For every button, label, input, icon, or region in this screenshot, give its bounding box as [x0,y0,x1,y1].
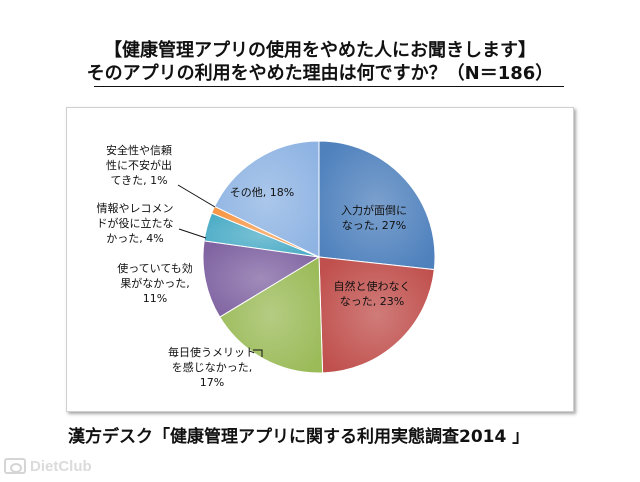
watermark: DietClub [4,455,92,477]
slice-label-line: 情報やレコメン [97,202,174,215]
slice-label-line: を感じなかった, [172,361,253,374]
slice-label-line: てきた, 1% [110,174,167,187]
slice-label-line: なった, 27% [342,219,406,232]
slice-label-line: その他, 18% [230,186,294,199]
pie-slice-3 [202,240,321,318]
slice-label-line: 入力が面倒に [341,203,407,217]
title-line-2: そのアプリの利用をやめた理由は何ですか？（N＝186） [86,63,554,84]
slice-label-line: 17% [200,376,224,389]
slice-label-line: 使っていても効 [117,261,193,275]
slice-label-line: なった, 23% [340,295,404,308]
slice-label-line: 毎日使うメリット [168,346,256,359]
watermark-text: DietClub [30,457,92,475]
pie-slice-1 [318,256,435,374]
slice-label-4: 情報やレコメンドが役に立たなかった, 4% [97,202,174,245]
slice-label-5: 安全性や信頼性に不安が出てきた, 1% [106,143,172,187]
slice-label-line: 性に不安が出 [106,158,172,172]
slice-label-line: ドが役に立たな [97,216,174,230]
title-line-1: 【健康管理アプリの使用をやめた人にお聞きします】 [104,40,536,61]
slice-label-0: 入力が面倒になった, 27% [341,203,407,232]
slice-label-1: 自然と使わなくなった, 23% [334,279,411,308]
slice-label-6: その他, 18% [230,186,294,199]
leader-line-5 [177,184,216,208]
slice-label-line: 11% [143,292,167,305]
slice-label-line: 自然と使わなく [334,279,411,293]
slice-label-line: 安全性や信頼 [106,143,172,157]
watermark-logo-icon [4,458,26,474]
pie-slice-0 [318,140,436,271]
source-footer: 漢方デスク「健康管理アプリに関する利用実態調査2014 」 [68,427,530,447]
leader-line-2 [253,349,263,357]
slice-label-line: かった, 4% [106,232,163,245]
pie-slice-6 [213,140,320,258]
slice-label-3: 使っていても効果がなかった, 11% [117,261,193,305]
slice-label-2: 毎日使うメリットを感じなかった, 17% [168,346,256,389]
pie-slice-2 [219,256,324,374]
title-underline [94,86,564,87]
slice-label-line: 果がなかった, [120,276,190,290]
leader-line-4 [178,228,207,239]
